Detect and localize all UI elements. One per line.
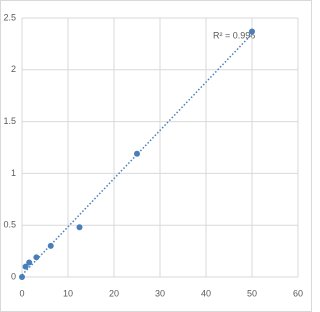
y-tick-label: 2.5 [3,12,16,22]
data-point [33,254,40,261]
trendline [21,33,253,276]
x-tick-label: 60 [293,288,303,298]
y-tick-label: 0 [11,271,16,281]
chart: R² = 0.996 0 0.5 1 1.5 2 2.5 0 10 20 30 40 50 60 [0,0,312,312]
data-point [249,28,255,35]
data-point [76,224,83,231]
x-tick-label: 30 [155,288,165,298]
data-point [26,259,33,266]
y-tick-label: 2 [11,64,16,74]
x-tick-label: 40 [201,288,211,298]
y-tick-label: 1.5 [3,116,16,126]
y-tick-label: 1 [11,168,16,178]
y-tick-label: 0.5 [3,220,16,230]
x-tick-label: 50 [247,288,257,298]
x-tick-label: 20 [109,288,119,298]
x-tick-label: 10 [63,288,73,298]
data-point [19,274,25,280]
x-tick-label: 0 [19,288,24,298]
r-squared: R² = 0.996 [213,30,255,40]
data-point [134,150,140,157]
data-point [22,263,29,270]
chart-border [0,0,312,312]
data-point [47,242,54,249]
